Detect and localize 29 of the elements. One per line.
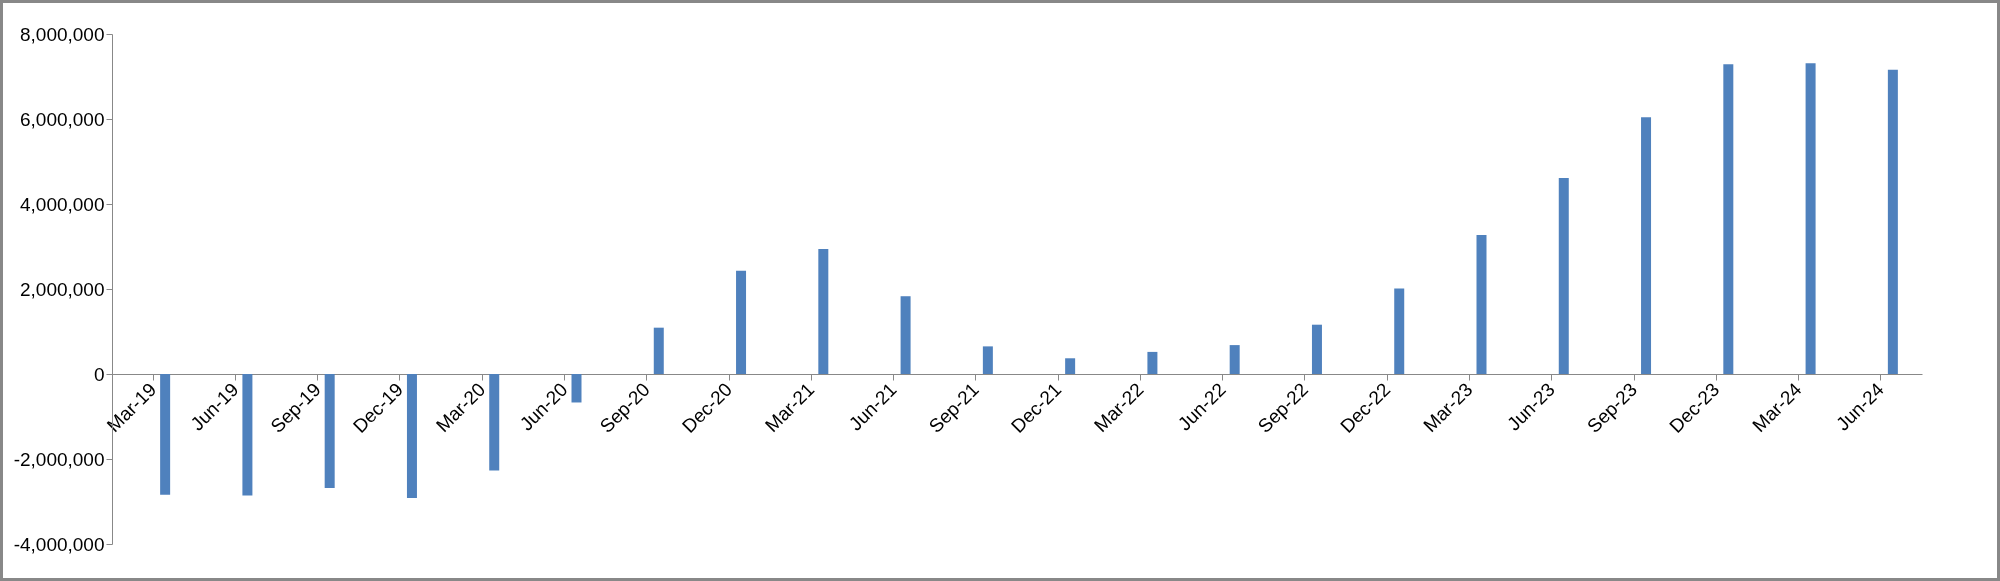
- bar: [900, 296, 911, 374]
- bar: [1558, 178, 1569, 374]
- bar: [406, 374, 417, 499]
- bar: [571, 374, 582, 403]
- y-tick-label: 0: [93, 363, 105, 385]
- bar: [818, 249, 829, 374]
- bar: [1229, 345, 1240, 374]
- y-tick-label: 6,000,000: [19, 108, 105, 130]
- bar: [160, 374, 171, 495]
- y-tick-label: 8,000,000: [19, 23, 105, 45]
- bar: [1147, 351, 1158, 374]
- bar: [242, 374, 253, 496]
- bar: [1887, 69, 1898, 374]
- y-tick-label: -2,000,000: [13, 448, 105, 470]
- bar: [1065, 358, 1076, 374]
- bar: [982, 346, 993, 374]
- bar: [1805, 63, 1816, 374]
- bar: [1311, 324, 1322, 374]
- bar: [324, 374, 335, 488]
- bar: [489, 374, 500, 471]
- y-tick-label: 2,000,000: [19, 278, 105, 300]
- bar: [1394, 288, 1405, 374]
- bar: [1723, 64, 1734, 374]
- bar: [1641, 117, 1652, 374]
- bar: [736, 270, 747, 374]
- y-tick-label: 4,000,000: [19, 193, 105, 215]
- bar: [1476, 235, 1487, 374]
- y-tick-label: -4,000,000: [13, 533, 105, 555]
- bar: [653, 327, 664, 374]
